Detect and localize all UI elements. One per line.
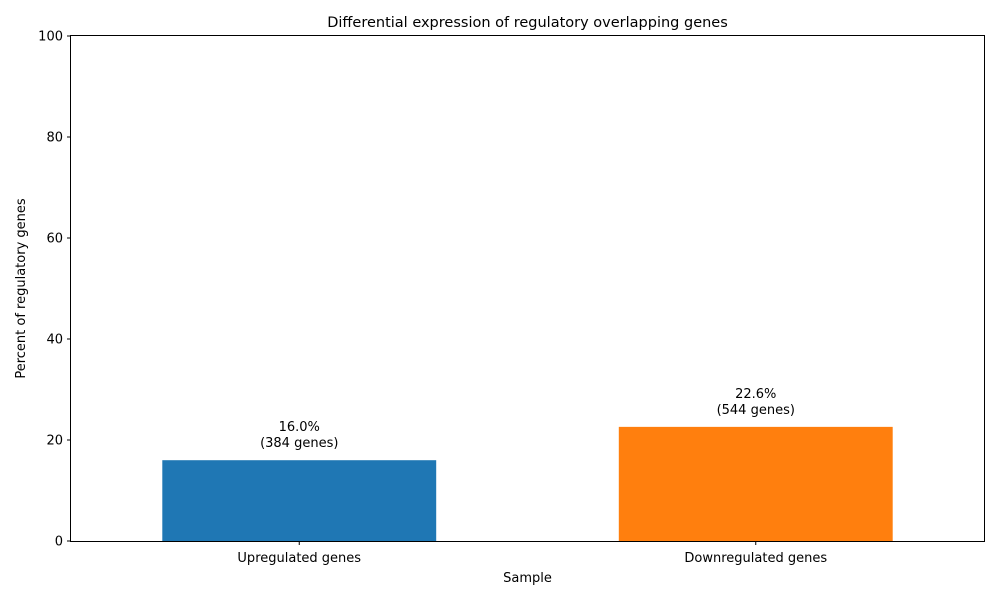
x-axis-label: Sample xyxy=(503,571,552,586)
plot-frame xyxy=(70,35,985,542)
y-axis-label: Percent of regulatory genes xyxy=(14,198,29,379)
y-tick-label: 0 xyxy=(55,535,63,550)
y-tick-label: 40 xyxy=(46,333,63,348)
x-tick-label: Upregulated genes xyxy=(237,551,361,566)
y-tick-label: 100 xyxy=(38,30,63,45)
y-tick-label: 20 xyxy=(46,434,63,449)
bar-data-label-1: 16.0% (384 genes) xyxy=(260,420,338,451)
x-axis-ticks: Upregulated genes Downregulated genes xyxy=(237,541,827,566)
data-labels-layer: 16.0% (384 genes) 22.6% (544 genes) xyxy=(260,387,795,451)
y-tick-label: 80 xyxy=(46,131,63,146)
y-axis-ticks: 0 20 40 60 80 100 xyxy=(38,30,71,550)
bars-layer xyxy=(162,426,893,541)
bar-data-label-2: 22.6% (544 genes) xyxy=(717,387,795,418)
y-tick-label: 60 xyxy=(46,232,63,247)
chart-title: Differential expression of regulatory ov… xyxy=(327,15,728,31)
bar-2 xyxy=(618,426,893,541)
bar-1 xyxy=(162,460,437,541)
x-tick-label: Downregulated genes xyxy=(684,551,827,566)
